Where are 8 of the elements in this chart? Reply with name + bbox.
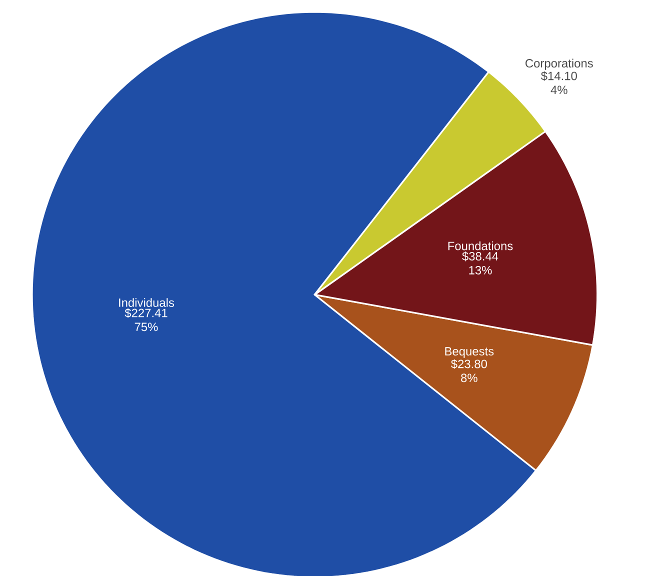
- slice-label: Foundations: [448, 241, 513, 250]
- slice-label: Individuals: [119, 298, 174, 307]
- data-label: $14.10 4%: [540, 71, 577, 94]
- data-label: $227.41 75%: [124, 308, 168, 332]
- data-label: $38.44 13%: [462, 252, 498, 274]
- slice-label: Bequests: [445, 347, 494, 358]
- slice-label: Corporations: [526, 58, 593, 70]
- data-label: $23.80 8%: [450, 359, 487, 382]
